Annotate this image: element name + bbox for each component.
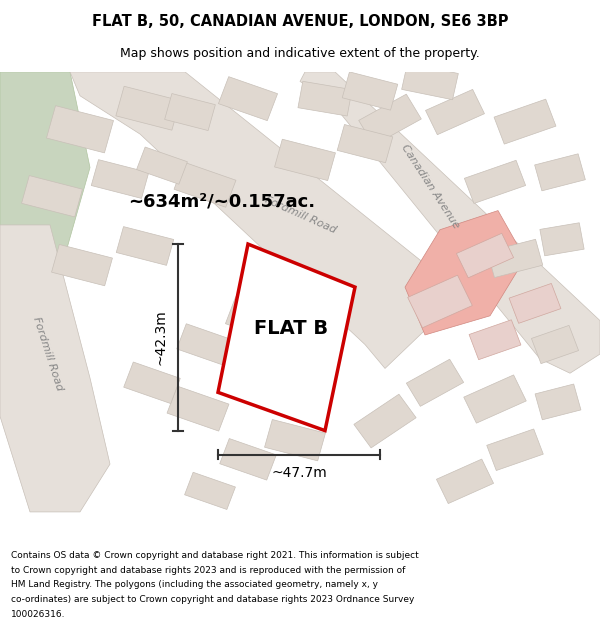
Polygon shape — [164, 94, 215, 131]
Polygon shape — [509, 283, 561, 323]
Polygon shape — [337, 124, 393, 162]
Polygon shape — [275, 139, 335, 181]
Polygon shape — [359, 94, 421, 145]
Text: ~47.7m: ~47.7m — [271, 466, 327, 480]
Polygon shape — [265, 419, 325, 461]
Polygon shape — [0, 225, 110, 512]
Polygon shape — [401, 63, 458, 100]
Text: to Crown copyright and database rights 2023 and is reproduced with the permissio: to Crown copyright and database rights 2… — [11, 566, 405, 574]
Text: Map shows position and indicative extent of the property.: Map shows position and indicative extent… — [120, 48, 480, 61]
Polygon shape — [124, 362, 180, 404]
Polygon shape — [218, 77, 278, 121]
Polygon shape — [354, 394, 416, 448]
Text: Contains OS data © Crown copyright and database right 2021. This information is : Contains OS data © Crown copyright and d… — [11, 551, 419, 560]
Polygon shape — [218, 244, 355, 431]
Polygon shape — [177, 324, 233, 365]
Polygon shape — [0, 72, 90, 311]
Polygon shape — [405, 211, 525, 335]
Polygon shape — [116, 227, 174, 266]
Polygon shape — [167, 386, 229, 431]
Polygon shape — [487, 429, 543, 471]
Polygon shape — [22, 176, 82, 217]
Text: co-ordinates) are subject to Crown copyright and database rights 2023 Ordnance S: co-ordinates) are subject to Crown copyr… — [11, 595, 414, 604]
Polygon shape — [281, 276, 339, 318]
Polygon shape — [300, 72, 600, 373]
Polygon shape — [226, 297, 284, 341]
Text: Canadian Avenue: Canadian Avenue — [399, 142, 461, 231]
Text: ~42.3m: ~42.3m — [154, 309, 168, 365]
Polygon shape — [487, 239, 543, 278]
Polygon shape — [137, 147, 187, 184]
Polygon shape — [407, 275, 472, 328]
Polygon shape — [91, 159, 149, 198]
Polygon shape — [174, 162, 236, 208]
Polygon shape — [457, 233, 514, 278]
Polygon shape — [406, 359, 464, 406]
Polygon shape — [46, 106, 113, 153]
Text: FLAT B: FLAT B — [254, 319, 329, 339]
Polygon shape — [535, 384, 581, 420]
Polygon shape — [532, 326, 578, 364]
Polygon shape — [298, 81, 352, 116]
Polygon shape — [425, 89, 484, 135]
Polygon shape — [540, 222, 584, 256]
Text: Fordmill Road: Fordmill Road — [263, 195, 337, 236]
Text: Fordmill Road: Fordmill Road — [31, 316, 65, 392]
Polygon shape — [116, 86, 180, 130]
Polygon shape — [464, 160, 526, 204]
Polygon shape — [70, 72, 450, 368]
Polygon shape — [535, 154, 586, 191]
Polygon shape — [494, 99, 556, 144]
Polygon shape — [185, 472, 235, 509]
Polygon shape — [464, 375, 526, 423]
Polygon shape — [220, 439, 276, 480]
Text: ~634m²/~0.157ac.: ~634m²/~0.157ac. — [128, 192, 316, 210]
Text: FLAT B, 50, CANADIAN AVENUE, LONDON, SE6 3BP: FLAT B, 50, CANADIAN AVENUE, LONDON, SE6… — [92, 14, 508, 29]
Polygon shape — [52, 244, 112, 286]
Polygon shape — [436, 459, 494, 504]
Polygon shape — [342, 72, 398, 110]
Polygon shape — [272, 362, 328, 404]
Polygon shape — [469, 320, 521, 359]
Text: 100026316.: 100026316. — [11, 610, 65, 619]
Text: HM Land Registry. The polygons (including the associated geometry, namely x, y: HM Land Registry. The polygons (includin… — [11, 580, 378, 589]
